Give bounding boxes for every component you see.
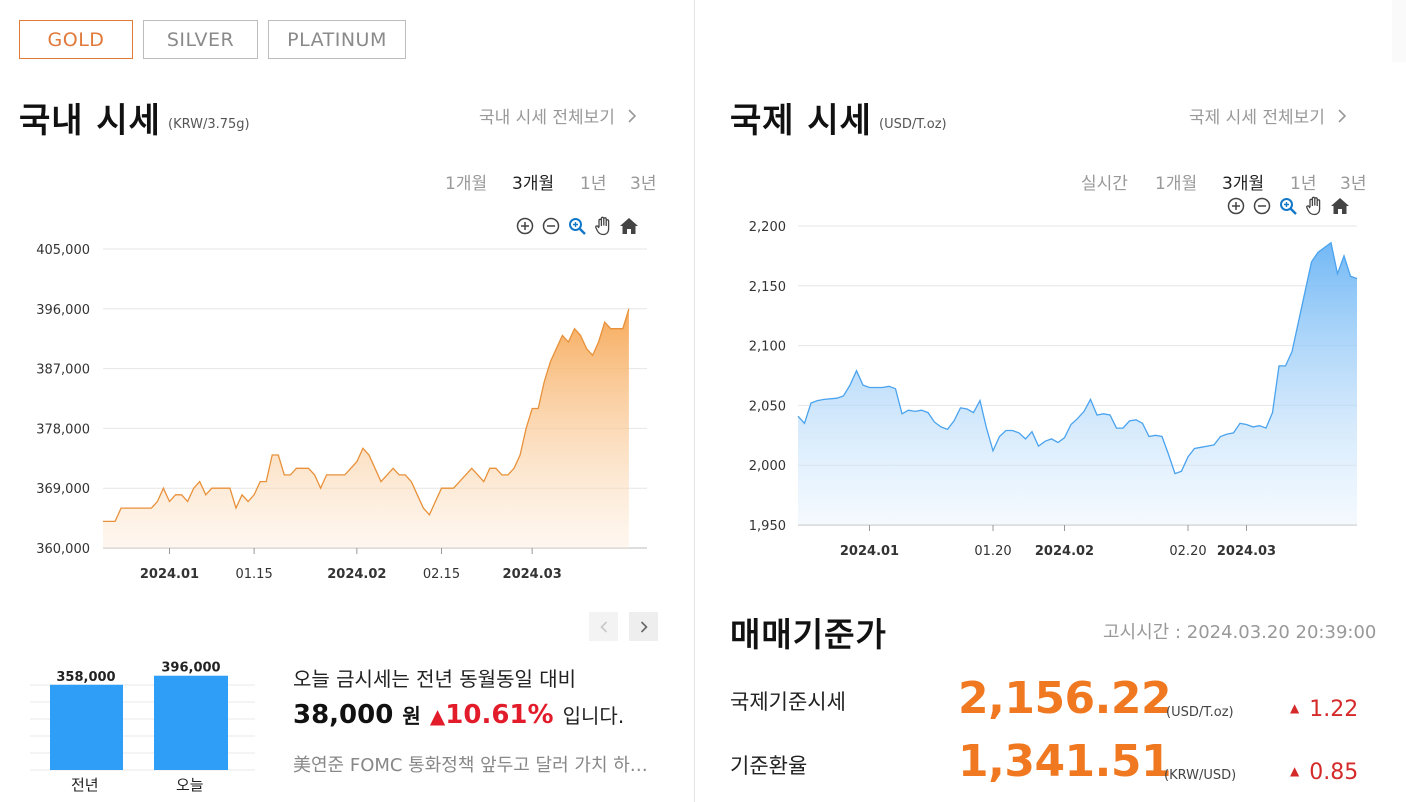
tab-silver[interactable]: SILVER [143, 20, 258, 59]
international-period-1y[interactable]: 1년 [1290, 174, 1317, 194]
international-chart-area [798, 242, 1357, 525]
compare-message-line2: 38,000 원 ▲10.61% 입니다. [293, 700, 624, 730]
compare-message-line1: 오늘 금시세는 전년 동월동일 대비 [293, 667, 577, 691]
chevron-right-icon [640, 620, 648, 633]
home-icon[interactable] [1330, 196, 1350, 216]
basis-notice-time: 고시시간 : 2024.03.20 20:39:00 [1103, 622, 1377, 643]
x-tick-label: 2024.03 [1217, 544, 1276, 559]
basis-row-value-intl: 2,156.22 [958, 673, 1172, 724]
up-arrow-icon: ▲ [1290, 764, 1300, 778]
international-more-label: 국제 시세 전체보기 [1189, 108, 1325, 128]
compare-label-prev: 전년 [71, 776, 99, 794]
tab-gold[interactable]: GOLD [19, 20, 133, 59]
basis-row-unit-fx: (KRW/USD) [1164, 768, 1237, 783]
x-tick-label: 02.15 [423, 567, 460, 582]
hand-pan-icon[interactable] [1304, 196, 1324, 216]
international-title: 국제 시세 [730, 101, 872, 141]
international-more-link[interactable]: 국제 시세 전체보기 [1189, 103, 1347, 128]
home-icon[interactable] [619, 216, 639, 236]
y-tick-label: 2,000 [749, 459, 786, 474]
basis-row-label-fx: 기준환율 [730, 754, 808, 778]
basis-row-change-intl: ▲ 1.22 [1290, 697, 1358, 722]
tab-platinum[interactable]: PLATINUM [268, 20, 406, 59]
x-tick-label: 2024.02 [1035, 544, 1094, 559]
domestic-period-3y[interactable]: 3년 [630, 174, 657, 194]
domestic-chart: 405,000 396,000 387,000 378,000 369,000 360,0… [36, 243, 647, 582]
x-tick-label: 01.20 [974, 544, 1011, 559]
zoom-out-circle-icon[interactable] [1252, 196, 1272, 216]
x-tick-label: 01.15 [236, 567, 273, 582]
y-tick-label: 2,200 [749, 220, 786, 235]
chart-prev-button[interactable] [589, 612, 618, 641]
magnifier-icon[interactable] [567, 216, 587, 236]
compare-value-prev: 358,000 [56, 670, 115, 685]
international-period-3y[interactable]: 3년 [1340, 174, 1367, 194]
basis-row-change-fx: ▲ 0.85 [1290, 760, 1358, 785]
domestic-chart-tools [515, 216, 639, 236]
international-period-realtime[interactable]: 실시간 [1081, 174, 1128, 194]
y-tick-label: 1,950 [749, 519, 786, 534]
x-tick-label: 2024.01 [140, 567, 199, 582]
international-chart-line [797, 241, 1358, 475]
domestic-period-1m[interactable]: 1개월 [445, 174, 488, 194]
zoom-out-circle-icon[interactable] [541, 216, 561, 236]
chevron-right-icon [628, 108, 637, 128]
international-unit: (USD/T.oz) [879, 117, 947, 132]
y-tick-label: 360,000 [36, 542, 90, 557]
international-chart-tools [1226, 196, 1350, 216]
international-period-3m[interactable]: 3개월 [1222, 174, 1265, 194]
international-period-1m[interactable]: 1개월 [1155, 174, 1198, 194]
y-tick-label: 378,000 [36, 422, 90, 437]
magnifier-icon[interactable] [1278, 196, 1298, 216]
compare-percent: 10.61% [445, 700, 554, 730]
domestic-more-label: 국내 시세 전체보기 [479, 108, 615, 128]
x-tick-label: 2024.02 [327, 567, 386, 582]
compare-amount: 38,000 [293, 700, 394, 730]
basis-row-change-value-intl: 1.22 [1309, 697, 1359, 722]
y-tick-label: 369,000 [36, 482, 90, 497]
domestic-title: 국내 시세 [19, 101, 161, 141]
domestic-more-link[interactable]: 국내 시세 전체보기 [479, 103, 637, 128]
x-tick-label: 2024.03 [503, 567, 562, 582]
compare-bar-chart: 358,000 396,000 [30, 661, 255, 771]
panel-divider [694, 0, 695, 802]
x-tick-label: 2024.01 [840, 544, 899, 559]
chart-next-button[interactable] [629, 612, 658, 641]
domestic-period-3m[interactable]: 3개월 [512, 174, 555, 194]
y-tick-label: 2,150 [749, 280, 786, 295]
compare-label-today: 오늘 [176, 776, 204, 794]
compare-value-today: 396,000 [161, 661, 220, 676]
compare-bar-prev [50, 684, 123, 770]
domestic-period-1y[interactable]: 1년 [580, 174, 607, 194]
y-tick-label: 405,000 [36, 243, 90, 258]
news-headline-link[interactable]: 美연준 FOMC 통화정책 앞두고 달러 가치 하락에 금값 상승 [293, 755, 663, 776]
international-chart: 2,200 2,150 2,100 2,050 2,000 1,950 2024.01 01.… [749, 220, 1358, 559]
scrollbar[interactable] [1392, 0, 1406, 62]
zoom-in-circle-icon[interactable] [515, 216, 535, 236]
y-tick-label: 2,050 [749, 399, 786, 414]
basis-row-label-intl: 국제기준시세 [730, 690, 846, 714]
y-tick-label: 2,100 [749, 340, 786, 355]
compare-up-arrow-icon: ▲ [429, 704, 446, 728]
chevron-left-icon [599, 620, 607, 633]
domestic-unit: (KRW/3.75g) [168, 117, 250, 132]
basis-row-value-fx: 1,341.51 [958, 736, 1172, 787]
zoom-in-circle-icon[interactable] [1226, 196, 1246, 216]
basis-row-change-value-fx: 0.85 [1309, 760, 1359, 785]
chevron-right-icon [1338, 108, 1347, 128]
up-arrow-icon: ▲ [1290, 701, 1300, 715]
domestic-chart-area [103, 308, 629, 548]
basis-title: 매매기준가 [730, 615, 887, 654]
compare-won: 원 [402, 704, 421, 728]
y-tick-label: 396,000 [36, 303, 90, 318]
hand-pan-icon[interactable] [593, 216, 613, 236]
basis-row-unit-intl: (USD/T.oz) [1166, 705, 1234, 720]
x-tick-label: 02.20 [1169, 544, 1206, 559]
compare-bar-today [154, 675, 228, 770]
y-tick-label: 387,000 [36, 363, 90, 378]
compare-tail: 입니다. [562, 704, 625, 728]
domestic-chart-line [103, 308, 630, 523]
